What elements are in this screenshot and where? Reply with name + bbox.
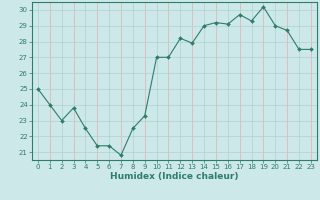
X-axis label: Humidex (Indice chaleur): Humidex (Indice chaleur) xyxy=(110,172,239,181)
